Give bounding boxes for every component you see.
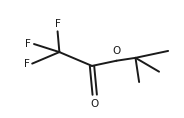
Text: F: F xyxy=(55,19,61,29)
Text: F: F xyxy=(25,39,31,49)
Text: O: O xyxy=(112,46,121,56)
Text: F: F xyxy=(24,59,29,69)
Text: O: O xyxy=(91,99,99,109)
